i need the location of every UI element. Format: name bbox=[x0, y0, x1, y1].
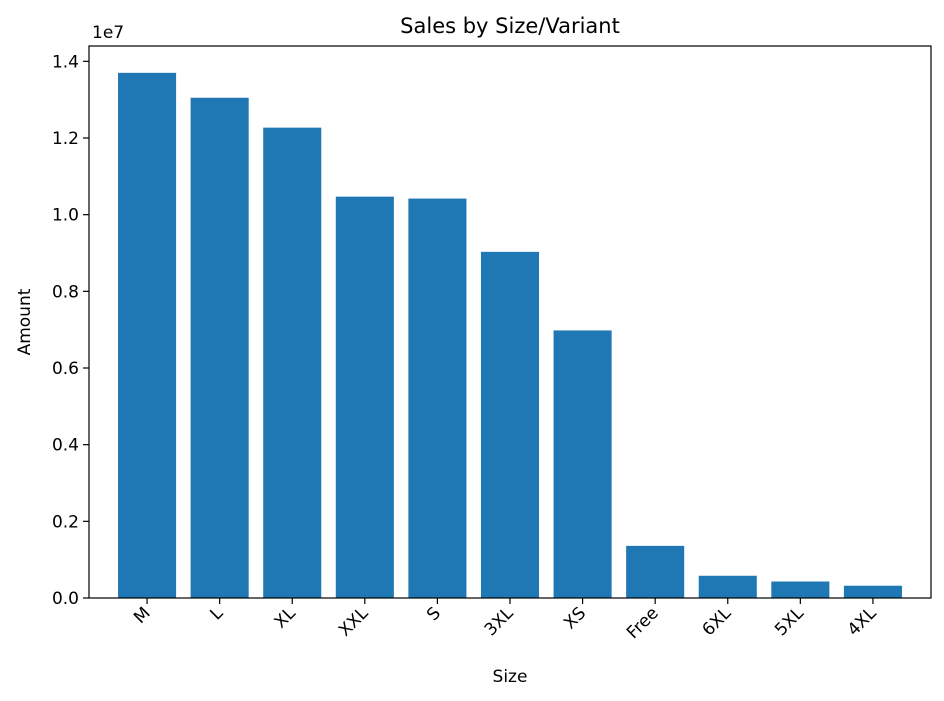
bar-xs bbox=[553, 330, 612, 598]
y-tick-label: 1.2 bbox=[52, 129, 79, 149]
y-tick-label: 0.2 bbox=[52, 512, 79, 532]
x-tick-label: 3XL bbox=[481, 603, 518, 640]
x-tick-label: 6XL bbox=[699, 603, 736, 640]
bars-group bbox=[118, 72, 902, 599]
x-tick-label: M bbox=[130, 603, 155, 628]
x-axis-ticks: M L XL XXL S 3XL XS Free 6XL 5XL 4XL bbox=[130, 598, 881, 643]
y-tick-label: 0.8 bbox=[52, 282, 79, 302]
bar-free bbox=[626, 545, 685, 598]
x-tick-label: S bbox=[423, 603, 445, 625]
bar-6xl bbox=[698, 575, 757, 598]
bar-xl bbox=[263, 127, 322, 599]
x-tick-label: L bbox=[206, 603, 227, 624]
bar-4xl bbox=[843, 585, 902, 598]
x-tick-label: XS bbox=[560, 603, 590, 633]
plot-frame bbox=[88, 45, 932, 599]
bar-3xl bbox=[480, 251, 540, 598]
bar-l bbox=[190, 97, 249, 598]
y-tick-label: 1.4 bbox=[52, 52, 79, 72]
y-axis-label: Amount bbox=[15, 288, 35, 355]
y-tick-label: 0.6 bbox=[52, 359, 79, 379]
x-tick-label: XXL bbox=[335, 603, 373, 641]
y-axis-offset-label: 1e7 bbox=[92, 23, 124, 43]
x-axis-label: Size bbox=[493, 667, 528, 687]
bar-m bbox=[118, 72, 177, 599]
y-tick-label: 1.0 bbox=[52, 206, 79, 226]
bar-s bbox=[408, 198, 467, 599]
chart-title: Sales by Size/Variant bbox=[400, 14, 620, 38]
y-axis-ticks: 0.0 0.2 0.4 0.6 0.8 1.0 1.2 1.4 bbox=[52, 52, 89, 609]
y-tick-label: 0.0 bbox=[52, 589, 79, 609]
bar-5xl bbox=[771, 581, 830, 598]
y-tick-label: 0.4 bbox=[52, 436, 79, 456]
bar-xxl bbox=[335, 196, 394, 598]
x-tick-label: 5XL bbox=[771, 603, 808, 640]
x-tick-label: XL bbox=[271, 603, 300, 632]
x-tick-label: Free bbox=[623, 603, 663, 643]
x-tick-label: 4XL bbox=[844, 603, 881, 640]
